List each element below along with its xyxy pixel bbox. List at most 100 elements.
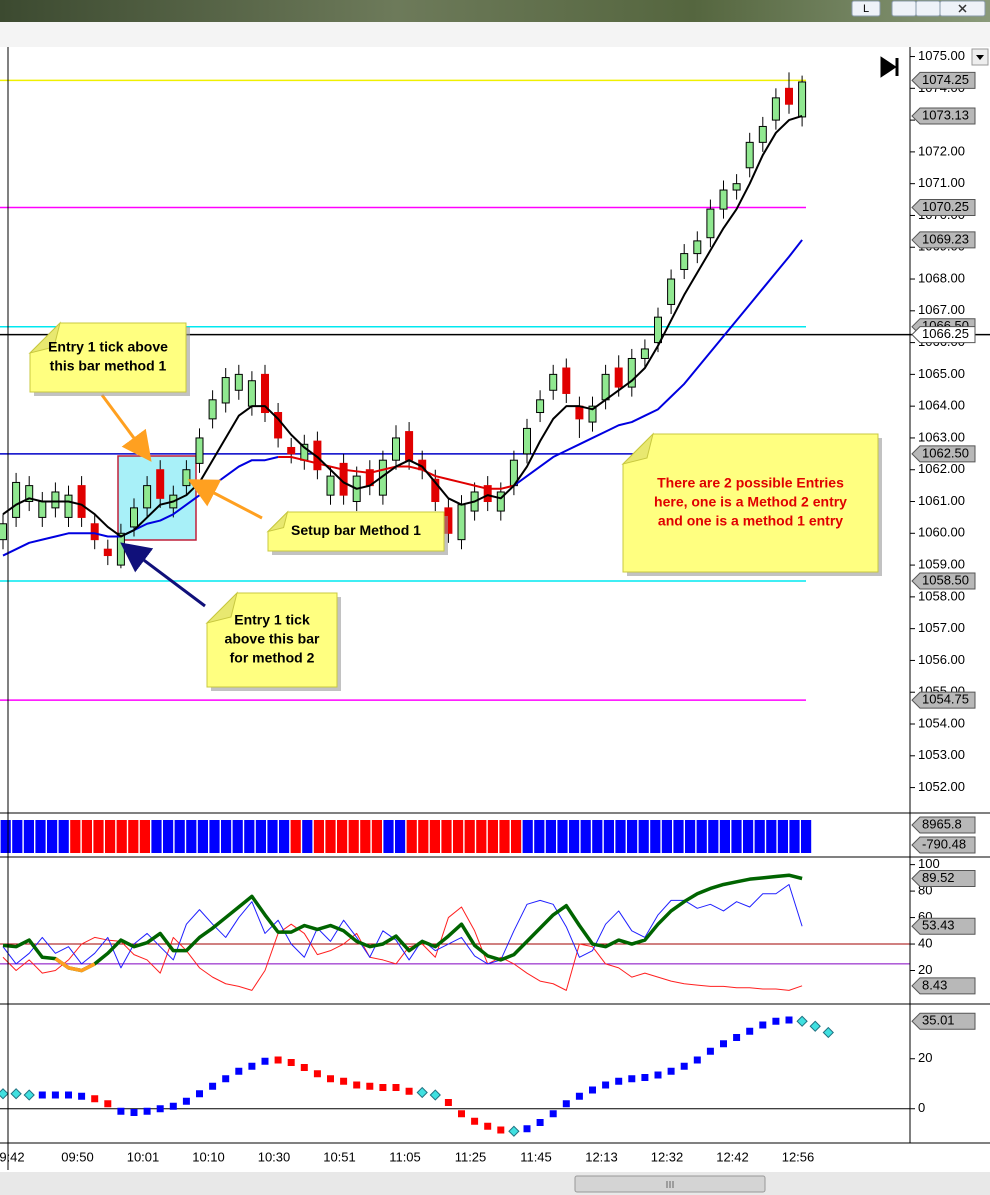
y-tick-label: 1059.00: [918, 557, 965, 572]
candle-body: [64, 494, 73, 518]
y-tick-label: 1062.00: [918, 461, 965, 476]
series-line: [2, 115, 803, 538]
dot: [497, 1126, 505, 1134]
price-marker-label: 8.43: [922, 977, 947, 992]
price-marker: [911, 691, 976, 709]
dot: [706, 1047, 714, 1055]
candle-body: [326, 475, 335, 496]
dot: [508, 1125, 520, 1137]
scrollbar[interactable]: [0, 1172, 990, 1195]
dot: [156, 1105, 164, 1113]
layout-button-label[interactable]: L: [863, 3, 869, 15]
candle-body: [745, 141, 754, 169]
state-block: [337, 820, 348, 853]
callout-text: and one is a method 1 entry: [658, 513, 843, 529]
title-bar: [0, 0, 990, 22]
y-tick-label: 1065.00: [918, 366, 965, 381]
y-tick-label: 1072.00: [918, 143, 965, 158]
dot: [759, 1021, 767, 1029]
state-block: [627, 820, 638, 853]
y-tick-label: 40: [918, 935, 932, 950]
dot: [429, 1089, 441, 1101]
state-block: [209, 820, 220, 853]
series-line: [54, 957, 96, 973]
state-block: [35, 820, 46, 853]
dot: [575, 1092, 583, 1100]
dot: [523, 1125, 531, 1133]
state-block: [406, 820, 417, 853]
dot: [641, 1074, 649, 1081]
candle-body: [483, 485, 492, 503]
state-block: [383, 820, 394, 853]
dot: [416, 1086, 428, 1099]
price-marker: [911, 869, 976, 887]
dot: [785, 1016, 793, 1024]
state-block: [151, 820, 162, 853]
dot: [130, 1109, 138, 1116]
series-line: [2, 873, 803, 973]
state-block: [128, 820, 139, 853]
state-block: [603, 820, 614, 853]
minimize-button[interactable]: [891, 0, 917, 17]
close-icon: [958, 4, 967, 13]
candle-body: [457, 504, 466, 541]
scroll-end-button[interactable]: [880, 56, 899, 78]
candle-body: [706, 208, 715, 239]
axis-menu-icon: [976, 55, 984, 60]
candle-body: [0, 523, 7, 541]
dot: [549, 1110, 557, 1118]
dot: [471, 1117, 479, 1125]
dot: [822, 1026, 834, 1039]
state-block: [766, 820, 777, 853]
callout-fold: [205, 591, 238, 624]
state-block: [534, 820, 545, 853]
state-block: [696, 820, 707, 853]
candle-body: [287, 446, 296, 455]
dot: [313, 1070, 321, 1078]
candle-body: [12, 481, 21, 518]
state-block: [139, 820, 150, 853]
price-marker-label: 1074.25: [922, 72, 969, 87]
y-tick-label: 1056.00: [918, 652, 965, 667]
dot: [444, 1099, 452, 1106]
y-tick-label: 1053.00: [918, 747, 965, 762]
candle-body: [536, 399, 545, 414]
dot: [720, 1040, 727, 1048]
state-block: [429, 820, 440, 853]
state-block: [81, 820, 92, 853]
price-marker: [911, 572, 976, 590]
callout-arrow: [120, 542, 206, 608]
candle-body: [77, 485, 86, 518]
state-block: [476, 820, 487, 853]
x-tick-label: 09:50: [61, 1149, 94, 1164]
candle-body: [798, 81, 807, 118]
callout-text: here, one is a Method 2 entry: [654, 494, 847, 510]
y-tick-label: 1061.00: [918, 493, 965, 508]
state-block: [638, 820, 649, 853]
state-block: [615, 820, 626, 853]
callout-text: There are 2 possible Entries: [657, 475, 844, 491]
state-block: [290, 820, 301, 853]
callout-text: Entry 1 tick: [234, 612, 310, 628]
y-tick-label: 100: [918, 856, 940, 871]
y-tick-label: 1075.00: [918, 48, 965, 63]
candle-body: [130, 507, 138, 528]
callout-arrow: [187, 479, 263, 520]
restore-button[interactable]: [915, 0, 941, 17]
x-tick-label: 12:56: [782, 1149, 815, 1164]
candle-body: [771, 97, 780, 121]
state-block: [255, 820, 266, 853]
callout-arrow: [100, 394, 152, 462]
callout-text: Setup bar Method 1: [291, 522, 421, 538]
dot: [104, 1100, 112, 1108]
state-block: [267, 820, 278, 853]
state-block: [360, 820, 371, 853]
candle-body: [274, 412, 283, 439]
dot: [65, 1091, 72, 1099]
x-tick-label: 12:32: [651, 1149, 684, 1164]
candle-body: [758, 125, 767, 143]
layout-button[interactable]: [851, 0, 881, 17]
state-block: [418, 820, 429, 853]
y-tick-label: 1058.00: [918, 588, 965, 603]
price-marker-label: -790.48: [922, 836, 966, 851]
